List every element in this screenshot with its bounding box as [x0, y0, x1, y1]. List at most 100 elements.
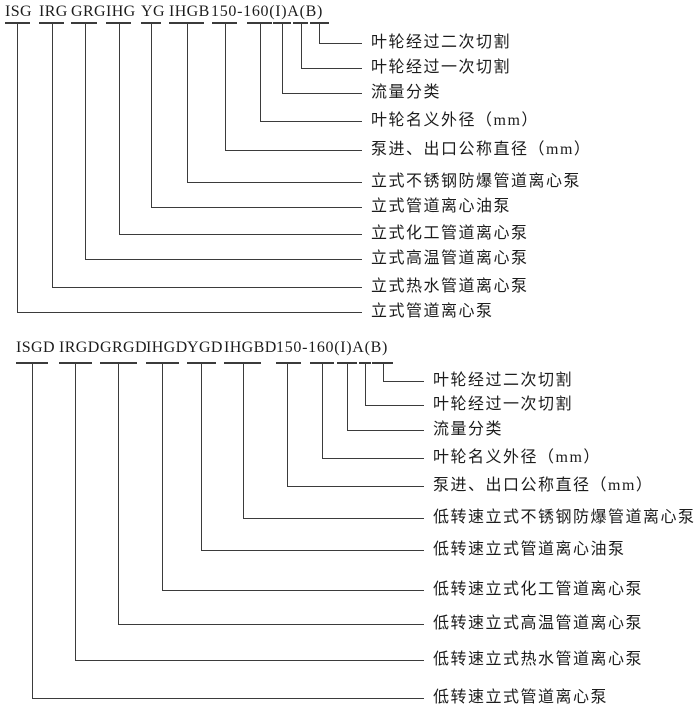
connector-horizontal-line: [383, 381, 424, 382]
connector-vertical-line: [365, 364, 366, 406]
model-code-token: YG: [141, 3, 165, 20]
designation-label: 泵进、出口公称直径（mm）: [371, 141, 592, 158]
connector-horizontal-line: [365, 405, 424, 406]
code-underline: [59, 362, 92, 364]
connector-vertical-line: [85, 24, 86, 260]
designation-label: 低转速立式管道离心泵: [433, 689, 609, 706]
connector-vertical-line: [301, 24, 302, 69]
designation-label: 流量分类: [433, 421, 504, 438]
designation-label: 低转速立式管道离心油泵: [433, 541, 626, 558]
code-underline: [106, 22, 131, 24]
connector-horizontal-line: [52, 287, 362, 288]
designation-label: 低转速立式不锈钢防爆管道离心泵: [433, 509, 696, 526]
designation-label: 低转速立式化工管道离心泵: [433, 581, 644, 598]
code-underline: [146, 362, 179, 364]
code-underline: [39, 22, 64, 24]
code-underline: [16, 362, 48, 364]
connector-vertical-line: [32, 364, 33, 699]
model-code-token: IHG: [106, 3, 136, 20]
model-code-token: IHGD: [146, 339, 188, 356]
designation-label: 叶轮名义外径（mm）: [371, 112, 539, 129]
connector-vertical-line: [162, 364, 163, 591]
connector-vertical-line: [287, 364, 288, 487]
designation-label: 叶轮经过二次切割: [433, 372, 574, 389]
model-code-token: YGD: [187, 339, 223, 356]
code-underline: [372, 362, 393, 364]
model-code-token: GRGD: [100, 339, 147, 356]
connector-vertical-line: [383, 364, 384, 382]
model-code-token: ISGD: [16, 339, 55, 356]
connector-vertical-line: [282, 24, 283, 94]
code-underline: [337, 362, 357, 364]
designation-label: 立式热水管道离心泵: [371, 278, 529, 295]
designation-label: 低转速立式热水管道离心泵: [433, 651, 644, 668]
connector-vertical-line: [17, 24, 18, 313]
connector-horizontal-line: [75, 660, 424, 661]
connector-horizontal-line: [319, 43, 362, 44]
connector-horizontal-line: [162, 590, 424, 591]
connector-vertical-line: [118, 364, 119, 625]
code-underline: [169, 22, 204, 24]
connector-horizontal-line: [118, 624, 424, 625]
connector-vertical-line: [322, 364, 323, 459]
connector-horizontal-line: [201, 550, 424, 551]
connector-horizontal-line: [17, 312, 362, 313]
model-code-token: 150-160(I)A(B): [211, 3, 323, 20]
connector-vertical-line: [75, 364, 76, 661]
designation-label: 立式化工管道离心泵: [371, 225, 529, 242]
connector-horizontal-line: [301, 68, 362, 69]
connector-vertical-line: [52, 24, 53, 288]
connector-horizontal-line: [260, 121, 362, 122]
model-code-token: IRGD: [59, 339, 100, 356]
code-underline: [310, 362, 334, 364]
code-underline: [212, 22, 237, 24]
connector-vertical-line: [319, 24, 320, 44]
designation-label: 叶轮经过二次切割: [371, 34, 512, 51]
designation-label: 低转速立式高温管道离心泵: [433, 615, 644, 632]
code-underline: [310, 22, 329, 24]
designation-label: 叶轮经过一次切割: [371, 59, 512, 76]
connector-horizontal-line: [32, 698, 424, 699]
connector-vertical-line: [260, 24, 261, 122]
code-underline: [100, 362, 137, 364]
designation-label: 流量分类: [371, 84, 442, 101]
designation-label: 叶轮名义外径（mm）: [433, 449, 601, 466]
connector-vertical-line: [243, 364, 244, 519]
connector-horizontal-line: [119, 234, 362, 235]
code-underline: [293, 22, 308, 24]
connector-vertical-line: [151, 24, 152, 208]
model-code-token: IHGBD: [224, 339, 277, 356]
code-underline: [71, 22, 97, 24]
designation-label: 立式管道离心泵: [371, 303, 494, 320]
connector-horizontal-line: [347, 430, 424, 431]
connector-horizontal-line: [243, 518, 424, 519]
code-underline: [359, 362, 371, 364]
connector-horizontal-line: [282, 93, 362, 94]
code-underline: [141, 22, 161, 24]
model-code-token: 150-160(I)A(B): [276, 339, 388, 356]
connector-horizontal-line: [287, 486, 424, 487]
model-code-token: IHGB: [169, 3, 210, 20]
connector-horizontal-line: [322, 458, 424, 459]
designation-label: 立式不锈钢防爆管道离心泵: [371, 173, 582, 190]
connector-vertical-line: [119, 24, 120, 235]
connector-vertical-line: [225, 24, 226, 151]
code-underline: [187, 362, 216, 364]
model-code-token: ISG: [5, 3, 32, 20]
connector-horizontal-line: [151, 207, 362, 208]
connector-horizontal-line: [85, 259, 362, 260]
connector-horizontal-line: [225, 150, 362, 151]
connector-vertical-line: [187, 24, 188, 183]
designation-label: 立式高温管道离心泵: [371, 250, 529, 267]
code-underline: [276, 362, 301, 364]
connector-horizontal-line: [187, 182, 362, 183]
model-code-token: GRG: [71, 3, 106, 20]
connector-vertical-line: [201, 364, 202, 551]
model-code-token: IRG: [39, 3, 68, 20]
code-underline: [224, 362, 261, 364]
code-underline: [5, 22, 30, 24]
code-underline: [273, 22, 291, 24]
designation-label: 泵进、出口公称直径（mm）: [433, 477, 654, 494]
designation-label: 立式管道离心油泵: [371, 198, 512, 215]
